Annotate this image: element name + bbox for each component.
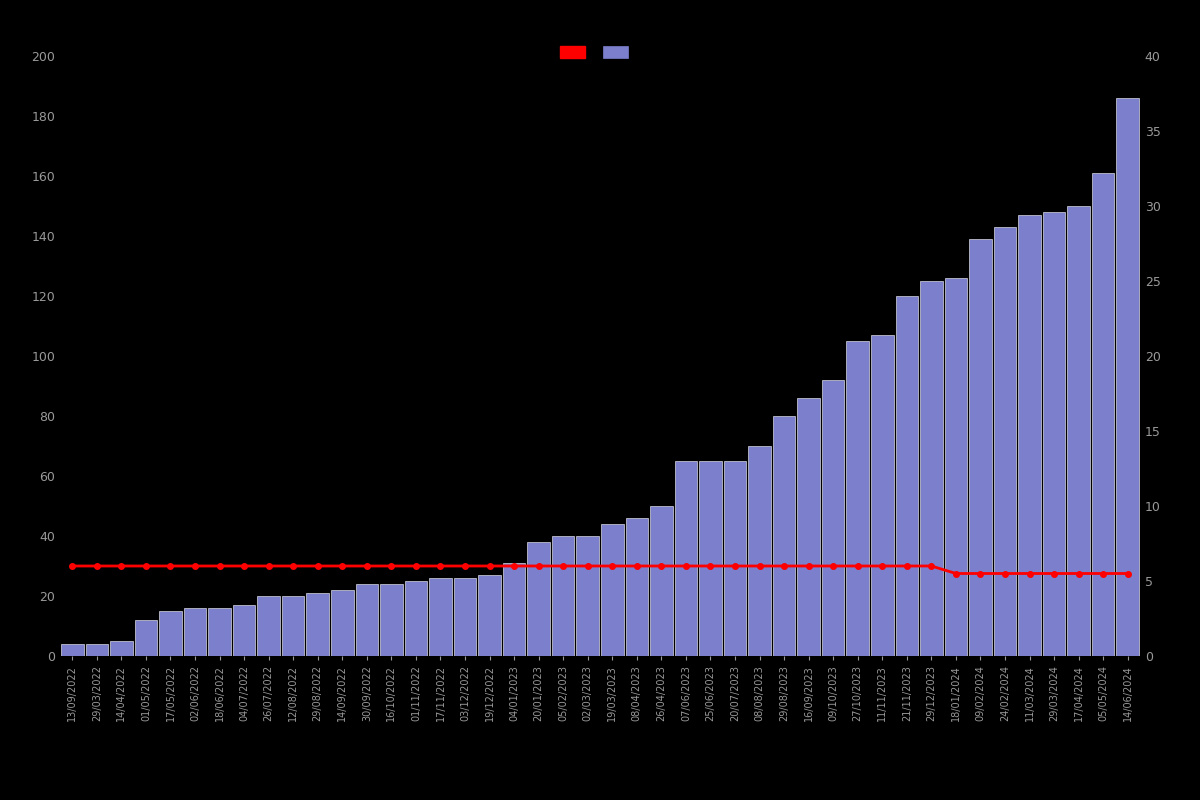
Bar bbox=[822, 380, 845, 656]
Bar bbox=[773, 416, 796, 656]
Bar bbox=[503, 563, 526, 656]
Bar bbox=[552, 536, 575, 656]
Bar bbox=[1116, 98, 1139, 656]
Legend: , : , bbox=[553, 39, 647, 67]
Bar bbox=[85, 644, 108, 656]
Bar bbox=[1019, 215, 1040, 656]
Bar bbox=[454, 578, 476, 656]
Bar bbox=[700, 461, 721, 656]
Bar bbox=[970, 239, 991, 656]
Bar bbox=[110, 641, 133, 656]
Bar bbox=[846, 341, 869, 656]
Bar bbox=[282, 596, 305, 656]
Bar bbox=[134, 620, 157, 656]
Bar bbox=[331, 590, 354, 656]
Bar bbox=[650, 506, 673, 656]
Bar bbox=[61, 644, 84, 656]
Bar bbox=[871, 335, 894, 656]
Bar bbox=[674, 461, 697, 656]
Bar bbox=[527, 542, 550, 656]
Bar bbox=[576, 536, 599, 656]
Bar bbox=[184, 608, 206, 656]
Bar bbox=[479, 575, 500, 656]
Bar bbox=[233, 605, 256, 656]
Bar bbox=[749, 446, 770, 656]
Bar bbox=[404, 581, 427, 656]
Bar bbox=[209, 608, 230, 656]
Bar bbox=[944, 278, 967, 656]
Bar bbox=[355, 584, 378, 656]
Bar bbox=[625, 518, 648, 656]
Bar bbox=[895, 296, 918, 656]
Bar bbox=[306, 593, 329, 656]
Bar bbox=[920, 281, 943, 656]
Bar bbox=[430, 578, 451, 656]
Bar bbox=[380, 584, 403, 656]
Bar bbox=[1067, 206, 1090, 656]
Bar bbox=[1092, 173, 1115, 656]
Bar bbox=[797, 398, 820, 656]
Bar bbox=[724, 461, 746, 656]
Bar bbox=[160, 611, 181, 656]
Bar bbox=[1043, 212, 1066, 656]
Bar bbox=[994, 227, 1016, 656]
Bar bbox=[601, 524, 624, 656]
Bar bbox=[257, 596, 280, 656]
